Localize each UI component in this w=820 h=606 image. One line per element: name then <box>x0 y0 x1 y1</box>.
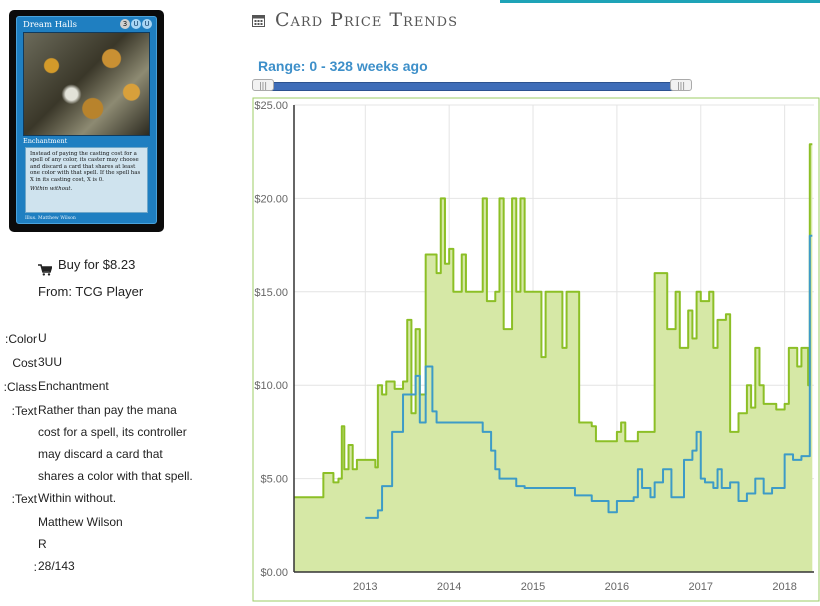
card-details: Color: U Cost 3UU Class: Enchantment Tex… <box>0 327 240 579</box>
x-tick-label: 2013 <box>353 581 377 593</box>
detail-label <box>0 511 37 533</box>
detail-value: Matthew Wilson <box>38 515 123 529</box>
detail-value: 3UU <box>38 355 63 369</box>
mana-cost: 3 U U <box>120 19 152 29</box>
detail-label: Text: <box>11 492 37 506</box>
detail-row: Color: U <box>0 327 240 351</box>
y-tick-label: $10.00 <box>254 380 288 392</box>
card-flavor-text: Within without. <box>30 186 73 193</box>
card-rules-text: Instead of paying the casting cost for a… <box>30 151 141 183</box>
mana-blue-icon: U <box>131 19 141 29</box>
detail-value: U <box>38 331 47 345</box>
range-slider-handle-end[interactable]: ||| <box>670 79 692 91</box>
range-label: Range: 0 - 328 weeks ago <box>258 58 428 74</box>
calendar-icon <box>252 14 265 27</box>
y-tick-label: $0.00 <box>260 567 288 579</box>
detail-label: Class: <box>3 380 37 394</box>
x-tick-label: 2015 <box>521 581 545 593</box>
panel-title-text: Card Price Trends <box>275 9 459 31</box>
detail-row: : 28/143 <box>0 555 240 579</box>
price-chart-svg: $0.00 $5.00 $10.00 $15.00 $20.00 $25.00 2013 20… <box>252 97 820 602</box>
y-tick-label: $15.00 <box>254 287 288 299</box>
detail-label: Cost <box>12 356 37 370</box>
range-slider-handle-start[interactable]: ||| <box>252 79 274 91</box>
cart-icon <box>38 263 52 276</box>
detail-value: Enchantment <box>38 379 109 393</box>
y-tick-label: $5.00 <box>260 474 288 486</box>
series-high-area <box>294 144 813 572</box>
panel-title: Card Price Trends <box>252 9 458 31</box>
detail-value: 28/143 <box>38 559 75 573</box>
detail-row: R <box>0 533 240 555</box>
mana-generic-icon: 3 <box>120 19 130 29</box>
detail-label: Color: <box>4 332 37 346</box>
detail-label: Text: <box>11 404 37 418</box>
range-slider-track[interactable] <box>260 82 684 91</box>
buy-label[interactable]: Buy for $8.23 <box>58 257 136 272</box>
x-tick-label: 2017 <box>689 581 713 593</box>
series-low-line <box>365 234 813 519</box>
buy-source: From: TCG Player <box>38 284 144 299</box>
card-type-line: Enchantment <box>23 137 68 145</box>
x-tick-label: 2014 <box>437 581 461 593</box>
detail-row: Class: Enchantment <box>0 375 240 399</box>
range-slider[interactable]: ||| ||| <box>252 79 692 91</box>
detail-value: R <box>38 537 47 551</box>
detail-label: : <box>33 560 37 574</box>
detail-value: Within without. <box>38 491 117 505</box>
x-tick-label: 2016 <box>605 581 629 593</box>
detail-row: Cost 3UU <box>0 351 240 375</box>
card-text-box: Instead of paying the casting cost for a… <box>25 147 148 213</box>
y-tick-label: $25.00 <box>254 100 288 112</box>
detail-value: Rather than pay the mana cost for a spel… <box>38 403 193 483</box>
detail-row: Text: Rather than pay the mana cost for … <box>0 399 240 487</box>
card-name: Dream Halls <box>23 20 78 30</box>
mana-blue-icon: U <box>142 19 152 29</box>
x-tick-label: 2018 <box>772 581 796 593</box>
buy-link[interactable]: Buy for $8.23 <box>38 257 136 276</box>
card-illustrator: Illus. Matthew Wilson <box>25 216 76 221</box>
y-tick-label: $20.00 <box>254 193 288 205</box>
price-chart: $0.00 $5.00 $10.00 $15.00 $20.00 $25.00 2013 20… <box>252 97 820 602</box>
detail-row: Matthew Wilson <box>0 511 240 533</box>
card-art <box>23 32 150 136</box>
detail-label <box>0 533 37 555</box>
card-image: Dream Halls 3 U U Enchantment Instead of… <box>9 10 164 232</box>
detail-row: Text: Within without. <box>0 487 240 511</box>
series-high-line <box>294 143 813 499</box>
accent-bar <box>500 0 820 3</box>
